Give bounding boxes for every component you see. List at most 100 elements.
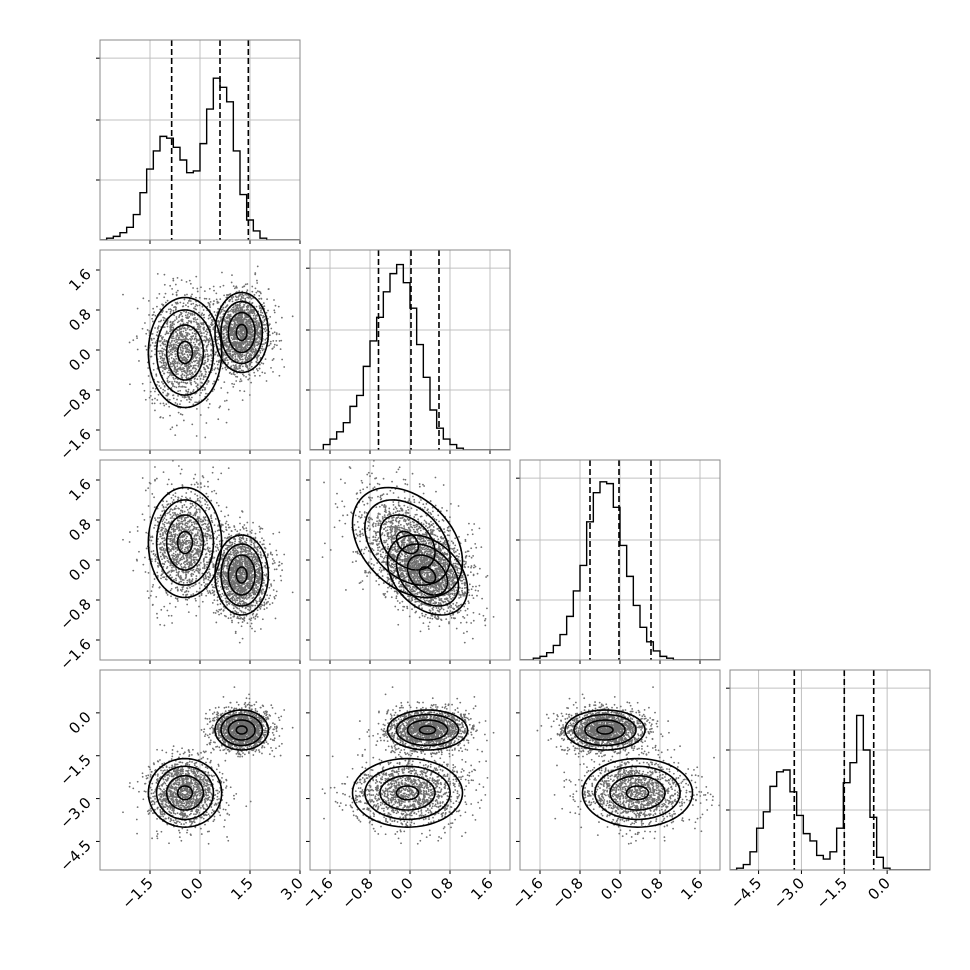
scatter-point bbox=[229, 332, 232, 335]
scatter-point bbox=[190, 295, 193, 298]
scatter-point bbox=[179, 346, 182, 349]
scatter-point bbox=[199, 353, 202, 356]
scatter-point bbox=[239, 380, 241, 383]
scatter-point bbox=[180, 385, 182, 388]
scatter-point bbox=[189, 312, 192, 315]
scatter-point bbox=[195, 575, 198, 577]
scatter-point bbox=[227, 617, 230, 620]
scatter-point bbox=[193, 483, 196, 486]
scatter-point bbox=[252, 616, 255, 619]
scatter-point bbox=[194, 370, 197, 372]
scatter-point bbox=[218, 608, 221, 611]
scatter-point bbox=[213, 388, 216, 391]
scatter-point bbox=[217, 610, 220, 613]
scatter-point bbox=[193, 523, 196, 525]
scatter-point bbox=[188, 348, 190, 351]
scatter-point bbox=[241, 365, 244, 368]
scatter-point bbox=[256, 613, 258, 616]
scatter-point bbox=[215, 298, 218, 301]
scatter-point bbox=[233, 318, 236, 320]
scatter-point bbox=[173, 367, 176, 370]
scatter-point bbox=[190, 336, 193, 338]
scatter-point bbox=[172, 309, 175, 312]
scatter-point bbox=[176, 340, 178, 343]
scatter-point bbox=[195, 303, 198, 306]
scatter-point bbox=[232, 343, 235, 346]
scatter-point bbox=[204, 574, 207, 576]
scatter-point bbox=[169, 373, 172, 375]
scatter-point bbox=[251, 290, 254, 293]
scatter-point bbox=[268, 603, 271, 606]
scatter-point bbox=[210, 321, 213, 324]
scatter-point bbox=[174, 346, 177, 348]
scatter-point bbox=[228, 300, 231, 302]
scatter-point bbox=[257, 331, 260, 334]
scatter-point bbox=[171, 351, 174, 354]
scatter-point bbox=[237, 298, 240, 300]
scatter-point bbox=[234, 364, 236, 367]
scatter-point bbox=[227, 557, 230, 559]
scatter-point bbox=[221, 271, 223, 274]
scatter-point bbox=[244, 347, 246, 349]
scatter-point bbox=[256, 325, 259, 328]
scatter-point bbox=[205, 297, 208, 300]
scatter-points bbox=[122, 265, 294, 439]
scatter-point bbox=[169, 342, 172, 345]
scatter-point bbox=[225, 296, 228, 299]
scatter-point bbox=[229, 567, 232, 570]
scatter-point bbox=[241, 579, 243, 582]
scatter-point bbox=[197, 362, 200, 365]
scatter-point bbox=[167, 332, 170, 335]
scatter-point bbox=[173, 339, 176, 342]
scatter-point bbox=[204, 436, 207, 439]
scatter-point bbox=[222, 337, 225, 340]
scatter-point bbox=[238, 538, 241, 540]
scatter-point bbox=[254, 349, 257, 352]
scatter-point bbox=[210, 354, 212, 356]
scatter-point bbox=[162, 547, 165, 550]
scatter-point bbox=[231, 382, 234, 385]
scatter-point bbox=[198, 500, 201, 502]
scatter-point bbox=[152, 362, 155, 365]
scatter-point bbox=[224, 559, 227, 562]
scatter-point bbox=[194, 597, 197, 600]
scatter-point bbox=[229, 293, 232, 295]
scatter-point bbox=[199, 501, 202, 503]
scatter-point bbox=[172, 397, 175, 400]
scatter-point bbox=[136, 530, 139, 532]
scatter-point bbox=[239, 345, 242, 348]
scatter-point bbox=[187, 356, 190, 359]
scatter-point bbox=[241, 399, 244, 402]
scatter-point bbox=[272, 589, 275, 591]
scatter-point bbox=[259, 607, 262, 610]
scatter-point bbox=[176, 558, 179, 560]
scatter-point bbox=[225, 341, 228, 344]
scatter-point bbox=[144, 556, 146, 559]
panel-1-1 bbox=[306, 249, 511, 454]
scatter-point bbox=[228, 314, 231, 317]
scatter-point bbox=[231, 543, 234, 546]
scatter-point bbox=[170, 614, 173, 617]
scatter-point bbox=[222, 328, 225, 331]
scatter-point bbox=[172, 347, 175, 350]
scatter-point bbox=[155, 374, 158, 377]
scatter-point bbox=[207, 561, 210, 564]
scatter-point bbox=[254, 615, 257, 618]
y-tick-label: −0.8 bbox=[56, 385, 94, 423]
scatter-point bbox=[138, 360, 140, 362]
scatter-point bbox=[203, 368, 206, 371]
scatter-point bbox=[198, 535, 201, 538]
scatter-point bbox=[184, 314, 187, 317]
scatter-point bbox=[204, 548, 207, 551]
y-tick-label: 1.6 bbox=[65, 265, 95, 295]
scatter-point bbox=[275, 594, 277, 597]
scatter-point bbox=[202, 321, 205, 324]
scatter-point bbox=[233, 586, 236, 589]
scatter-point bbox=[263, 348, 265, 351]
scatter-point bbox=[163, 384, 166, 387]
y-tick-label: −1.6 bbox=[56, 425, 94, 463]
scatter-point bbox=[154, 390, 156, 393]
scatter-point bbox=[227, 467, 230, 470]
scatter-point bbox=[179, 564, 182, 566]
scatter-point bbox=[175, 560, 178, 563]
